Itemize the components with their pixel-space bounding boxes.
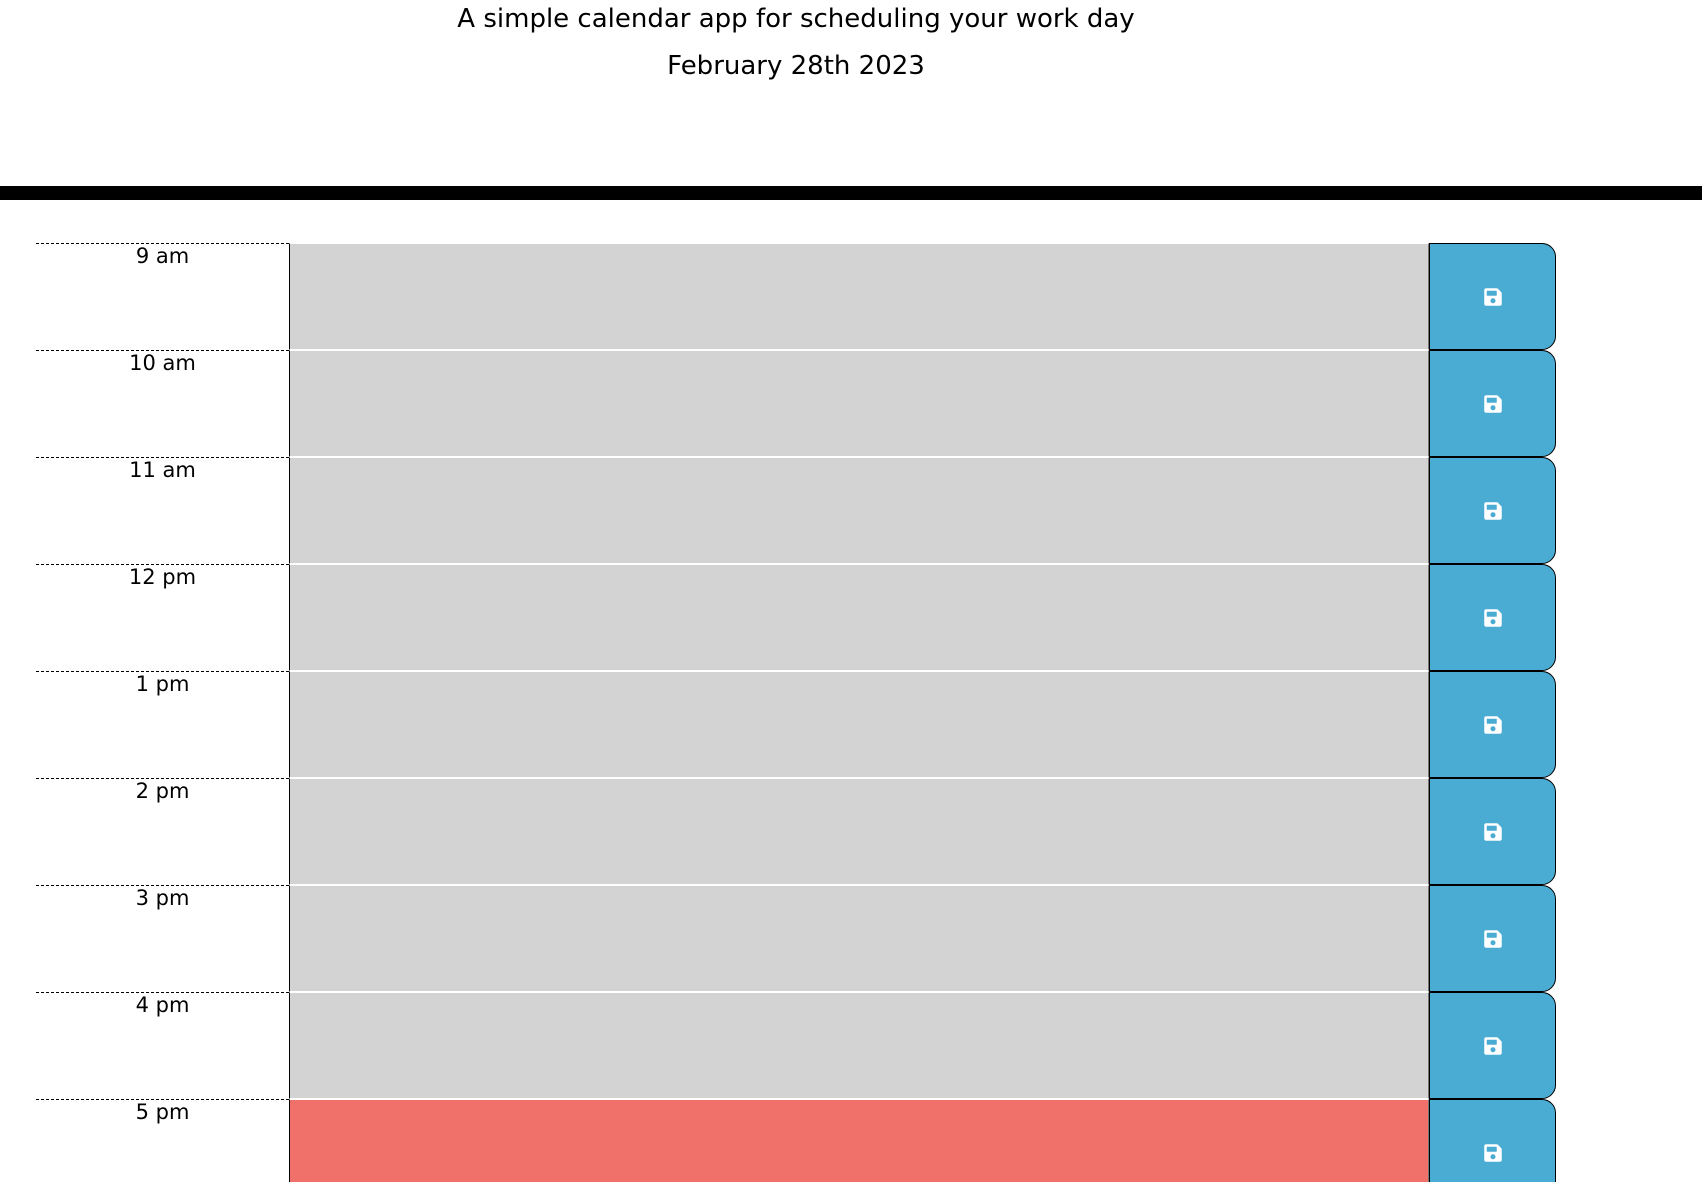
floppy-disk-icon [1483,929,1502,948]
save-button[interactable] [1429,992,1556,1099]
save-button[interactable] [1429,457,1556,564]
save-button[interactable] [1429,564,1556,671]
time-block-9am: 9 am [36,243,1556,350]
floppy-disk-icon [1483,715,1502,734]
event-description[interactable] [289,1099,1429,1182]
time-block-2pm: 2 pm [36,778,1556,885]
time-block-3pm: 3 pm [36,885,1556,992]
save-button[interactable] [1429,1099,1556,1182]
hour-label: 4 pm [36,992,289,1099]
header-divider [0,186,1702,200]
jumbotron-header: A simple calendar app for scheduling you… [0,0,1592,186]
time-block-4pm: 4 pm [36,992,1556,1099]
floppy-disk-icon [1483,1036,1502,1055]
hour-label: 11 am [36,457,289,564]
event-description[interactable] [289,350,1429,457]
hour-label: 10 am [36,350,289,457]
save-button[interactable] [1429,243,1556,350]
floppy-disk-icon [1483,1143,1502,1162]
time-block-11am: 11 am [36,457,1556,564]
event-description[interactable] [289,992,1429,1099]
app-description: A simple calendar app for scheduling you… [457,4,1135,34]
event-description[interactable] [289,885,1429,992]
hour-label: 12 pm [36,564,289,671]
floppy-disk-icon [1483,822,1502,841]
save-button[interactable] [1429,350,1556,457]
hour-label: 1 pm [36,671,289,778]
hour-label: 5 pm [36,1099,289,1182]
floppy-disk-icon [1483,287,1502,306]
save-button[interactable] [1429,885,1556,992]
save-button[interactable] [1429,671,1556,778]
event-description[interactable] [289,243,1429,350]
schedule: 9 am 10 am 11 am [36,243,1556,1182]
event-description[interactable] [289,671,1429,778]
event-description[interactable] [289,778,1429,885]
floppy-disk-icon [1483,501,1502,520]
hour-label: 2 pm [36,778,289,885]
hour-label: 9 am [36,243,289,350]
current-day: February 28th 2023 [667,51,925,81]
floppy-disk-icon [1483,608,1502,627]
time-block-1pm: 1 pm [36,671,1556,778]
hour-label: 3 pm [36,885,289,992]
event-description[interactable] [289,564,1429,671]
time-block-5pm: 5 pm [36,1099,1556,1182]
time-block-10am: 10 am [36,350,1556,457]
floppy-disk-icon [1483,394,1502,413]
event-description[interactable] [289,457,1429,564]
time-block-12pm: 12 pm [36,564,1556,671]
save-button[interactable] [1429,778,1556,885]
